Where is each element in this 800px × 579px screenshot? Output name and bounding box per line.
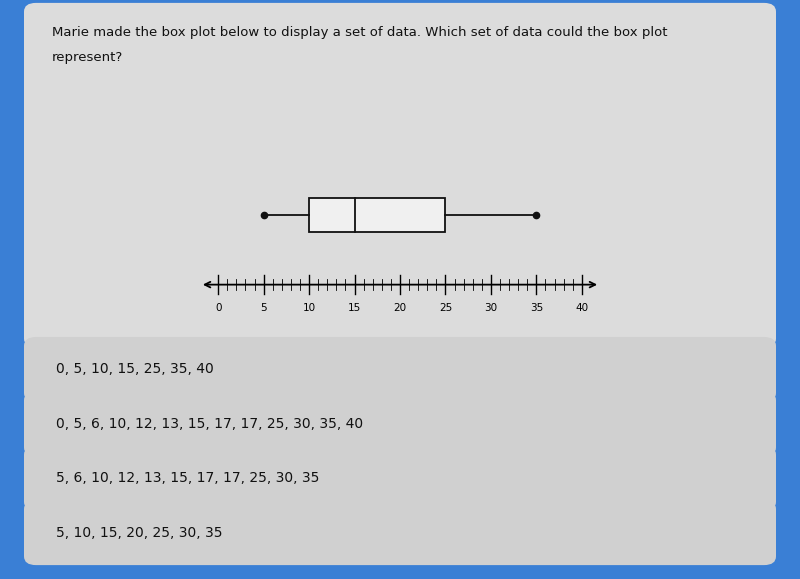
Text: 5, 6, 10, 12, 13, 15, 17, 17, 25, 30, 35: 5, 6, 10, 12, 13, 15, 17, 17, 25, 30, 35 — [56, 471, 319, 485]
Bar — [309, 198, 446, 232]
Text: 25: 25 — [439, 303, 452, 313]
Text: represent?: represent? — [52, 51, 123, 64]
Text: 15: 15 — [348, 303, 361, 313]
Text: 0, 5, 6, 10, 12, 13, 15, 17, 17, 25, 30, 35, 40: 0, 5, 6, 10, 12, 13, 15, 17, 17, 25, 30,… — [56, 417, 363, 431]
Text: Marie made the box plot below to display a set of data. Which set of data could : Marie made the box plot below to display… — [52, 26, 667, 39]
Text: 0: 0 — [215, 303, 222, 313]
Text: 5: 5 — [260, 303, 267, 313]
Text: 40: 40 — [575, 303, 588, 313]
Text: 35: 35 — [530, 303, 543, 313]
Text: 0, 5, 10, 15, 25, 35, 40: 0, 5, 10, 15, 25, 35, 40 — [56, 362, 214, 376]
Text: 20: 20 — [394, 303, 406, 313]
Text: 10: 10 — [302, 303, 316, 313]
Text: 30: 30 — [484, 303, 498, 313]
Text: 5, 10, 15, 20, 25, 30, 35: 5, 10, 15, 20, 25, 30, 35 — [56, 526, 222, 540]
